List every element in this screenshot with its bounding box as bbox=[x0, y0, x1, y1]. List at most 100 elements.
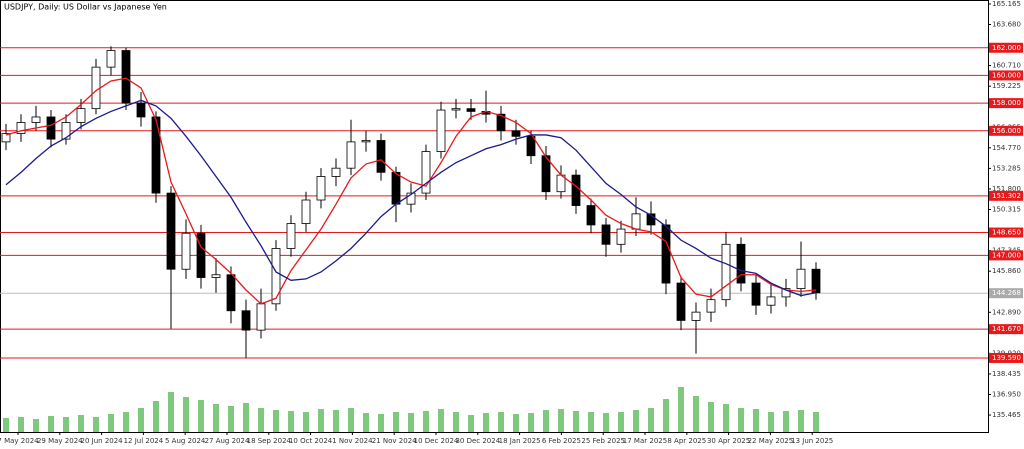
candle-body bbox=[316, 176, 326, 201]
chart-title: USDJPY, Daily: US Dollar vs Japanese Yen bbox=[4, 3, 167, 12]
level-label-box bbox=[989, 227, 1023, 238]
level-label-box bbox=[989, 250, 1023, 261]
volume-bar bbox=[708, 402, 714, 432]
level-label: 160.000 bbox=[992, 71, 1021, 79]
level-label: 156.000 bbox=[992, 127, 1021, 135]
volume-bar bbox=[63, 417, 69, 432]
candle-body bbox=[646, 213, 656, 226]
x-tick-label: 22 May 2025 bbox=[748, 437, 794, 445]
candle-body bbox=[421, 151, 431, 194]
level-label: 148.650 bbox=[992, 229, 1021, 237]
volume-bar bbox=[408, 413, 414, 432]
candle-body bbox=[376, 140, 386, 173]
volume-bar bbox=[198, 400, 204, 432]
candle-body bbox=[76, 108, 86, 123]
candle-body bbox=[31, 116, 41, 123]
candle-body bbox=[121, 50, 131, 104]
candle-body bbox=[451, 108, 461, 111]
candle-body bbox=[631, 213, 641, 230]
candle-body bbox=[496, 113, 506, 132]
candle-body bbox=[226, 274, 236, 312]
indicator-line bbox=[5, 99, 817, 297]
plot-frame bbox=[0, 0, 989, 433]
x-tick-label: 10 Dec 2024 bbox=[414, 437, 459, 445]
candle-body bbox=[811, 268, 821, 294]
volume-bar bbox=[648, 408, 654, 432]
volume-bar bbox=[468, 415, 474, 432]
volume-bar bbox=[783, 411, 789, 432]
candle-body bbox=[301, 199, 311, 224]
volume-bar bbox=[723, 404, 729, 432]
x-tick-label: 12 Jul 2024 bbox=[124, 437, 164, 445]
y-tick-label: 160.710 bbox=[992, 62, 1021, 70]
volume-bar bbox=[453, 412, 459, 432]
x-tick-label: 13 Jun 2025 bbox=[791, 437, 833, 445]
volume-bar bbox=[543, 410, 549, 432]
candle-body bbox=[526, 135, 536, 157]
candle-body bbox=[541, 155, 551, 193]
candle-body bbox=[271, 248, 281, 305]
candle-body bbox=[781, 288, 791, 298]
x-tick-label: 29 May 2024 bbox=[37, 437, 83, 445]
x-tick-label: 20 Jun 2024 bbox=[81, 437, 124, 445]
y-tick-label: 136.950 bbox=[992, 390, 1021, 398]
level-label: 151.302 bbox=[992, 192, 1021, 200]
candle-body bbox=[331, 167, 341, 177]
candle-body bbox=[706, 299, 716, 313]
level-label: 147.000 bbox=[992, 251, 1021, 259]
y-tick-label: 165.165 bbox=[992, 0, 1021, 8]
volume-bar bbox=[138, 408, 144, 432]
volume-bar bbox=[513, 414, 519, 432]
volume-bar bbox=[558, 409, 564, 432]
candle-body bbox=[46, 116, 56, 140]
volume-bar bbox=[18, 417, 24, 432]
y-tick-label: 151.800 bbox=[992, 185, 1021, 193]
candle-body bbox=[16, 122, 26, 134]
volume-bar bbox=[483, 413, 489, 432]
x-tick-label: 6 Feb 2025 bbox=[542, 437, 581, 445]
current-price-box bbox=[989, 288, 1023, 299]
volume-bar bbox=[153, 401, 159, 432]
candle-body bbox=[106, 50, 116, 68]
candle-body bbox=[601, 224, 611, 245]
volume-bar bbox=[768, 412, 774, 432]
volume-bar bbox=[348, 408, 354, 432]
volume-bar bbox=[258, 408, 264, 432]
x-tick-label: 30 Dec 2024 bbox=[455, 437, 500, 445]
candle-body bbox=[1, 133, 11, 143]
volume-bar bbox=[93, 417, 99, 432]
level-label-box bbox=[989, 190, 1023, 201]
level-label: 158.000 bbox=[992, 99, 1021, 107]
candle-body bbox=[436, 109, 446, 152]
current-price-label: 144.268 bbox=[992, 289, 1021, 297]
x-tick-label: 25 Feb 2025 bbox=[581, 437, 625, 445]
volume-bar bbox=[318, 409, 324, 432]
candle-body bbox=[676, 282, 686, 321]
y-tick-label: 138.435 bbox=[992, 370, 1021, 378]
volume-bar bbox=[123, 412, 129, 432]
x-tick-label: 27 Aug 2024 bbox=[205, 437, 250, 445]
volume-bar bbox=[423, 411, 429, 432]
volume-bar bbox=[78, 415, 84, 432]
x-tick-label: 1 Nov 2024 bbox=[332, 437, 373, 445]
x-tick-label: 18 Jan 2025 bbox=[499, 437, 541, 445]
x-tick-label: 10 Oct 2024 bbox=[289, 437, 333, 445]
candle-body bbox=[721, 243, 731, 301]
volume-bar bbox=[798, 410, 804, 432]
y-tick-label: 163.680 bbox=[992, 20, 1021, 28]
candle-body bbox=[691, 311, 701, 321]
volume-bar bbox=[603, 413, 609, 432]
level-label: 139.590 bbox=[992, 354, 1021, 362]
volume-bar bbox=[48, 416, 54, 432]
volume-bar bbox=[663, 399, 669, 432]
volume-bar bbox=[753, 409, 759, 432]
candle-body bbox=[571, 174, 581, 206]
volume-bar bbox=[183, 397, 189, 432]
candle-body bbox=[241, 310, 251, 331]
candle-body bbox=[196, 232, 206, 278]
level-label: 162.000 bbox=[992, 44, 1021, 52]
y-tick-label: 135.465 bbox=[992, 411, 1021, 419]
y-tick-label: 153.285 bbox=[992, 164, 1021, 172]
y-tick-label: 154.770 bbox=[992, 144, 1021, 152]
